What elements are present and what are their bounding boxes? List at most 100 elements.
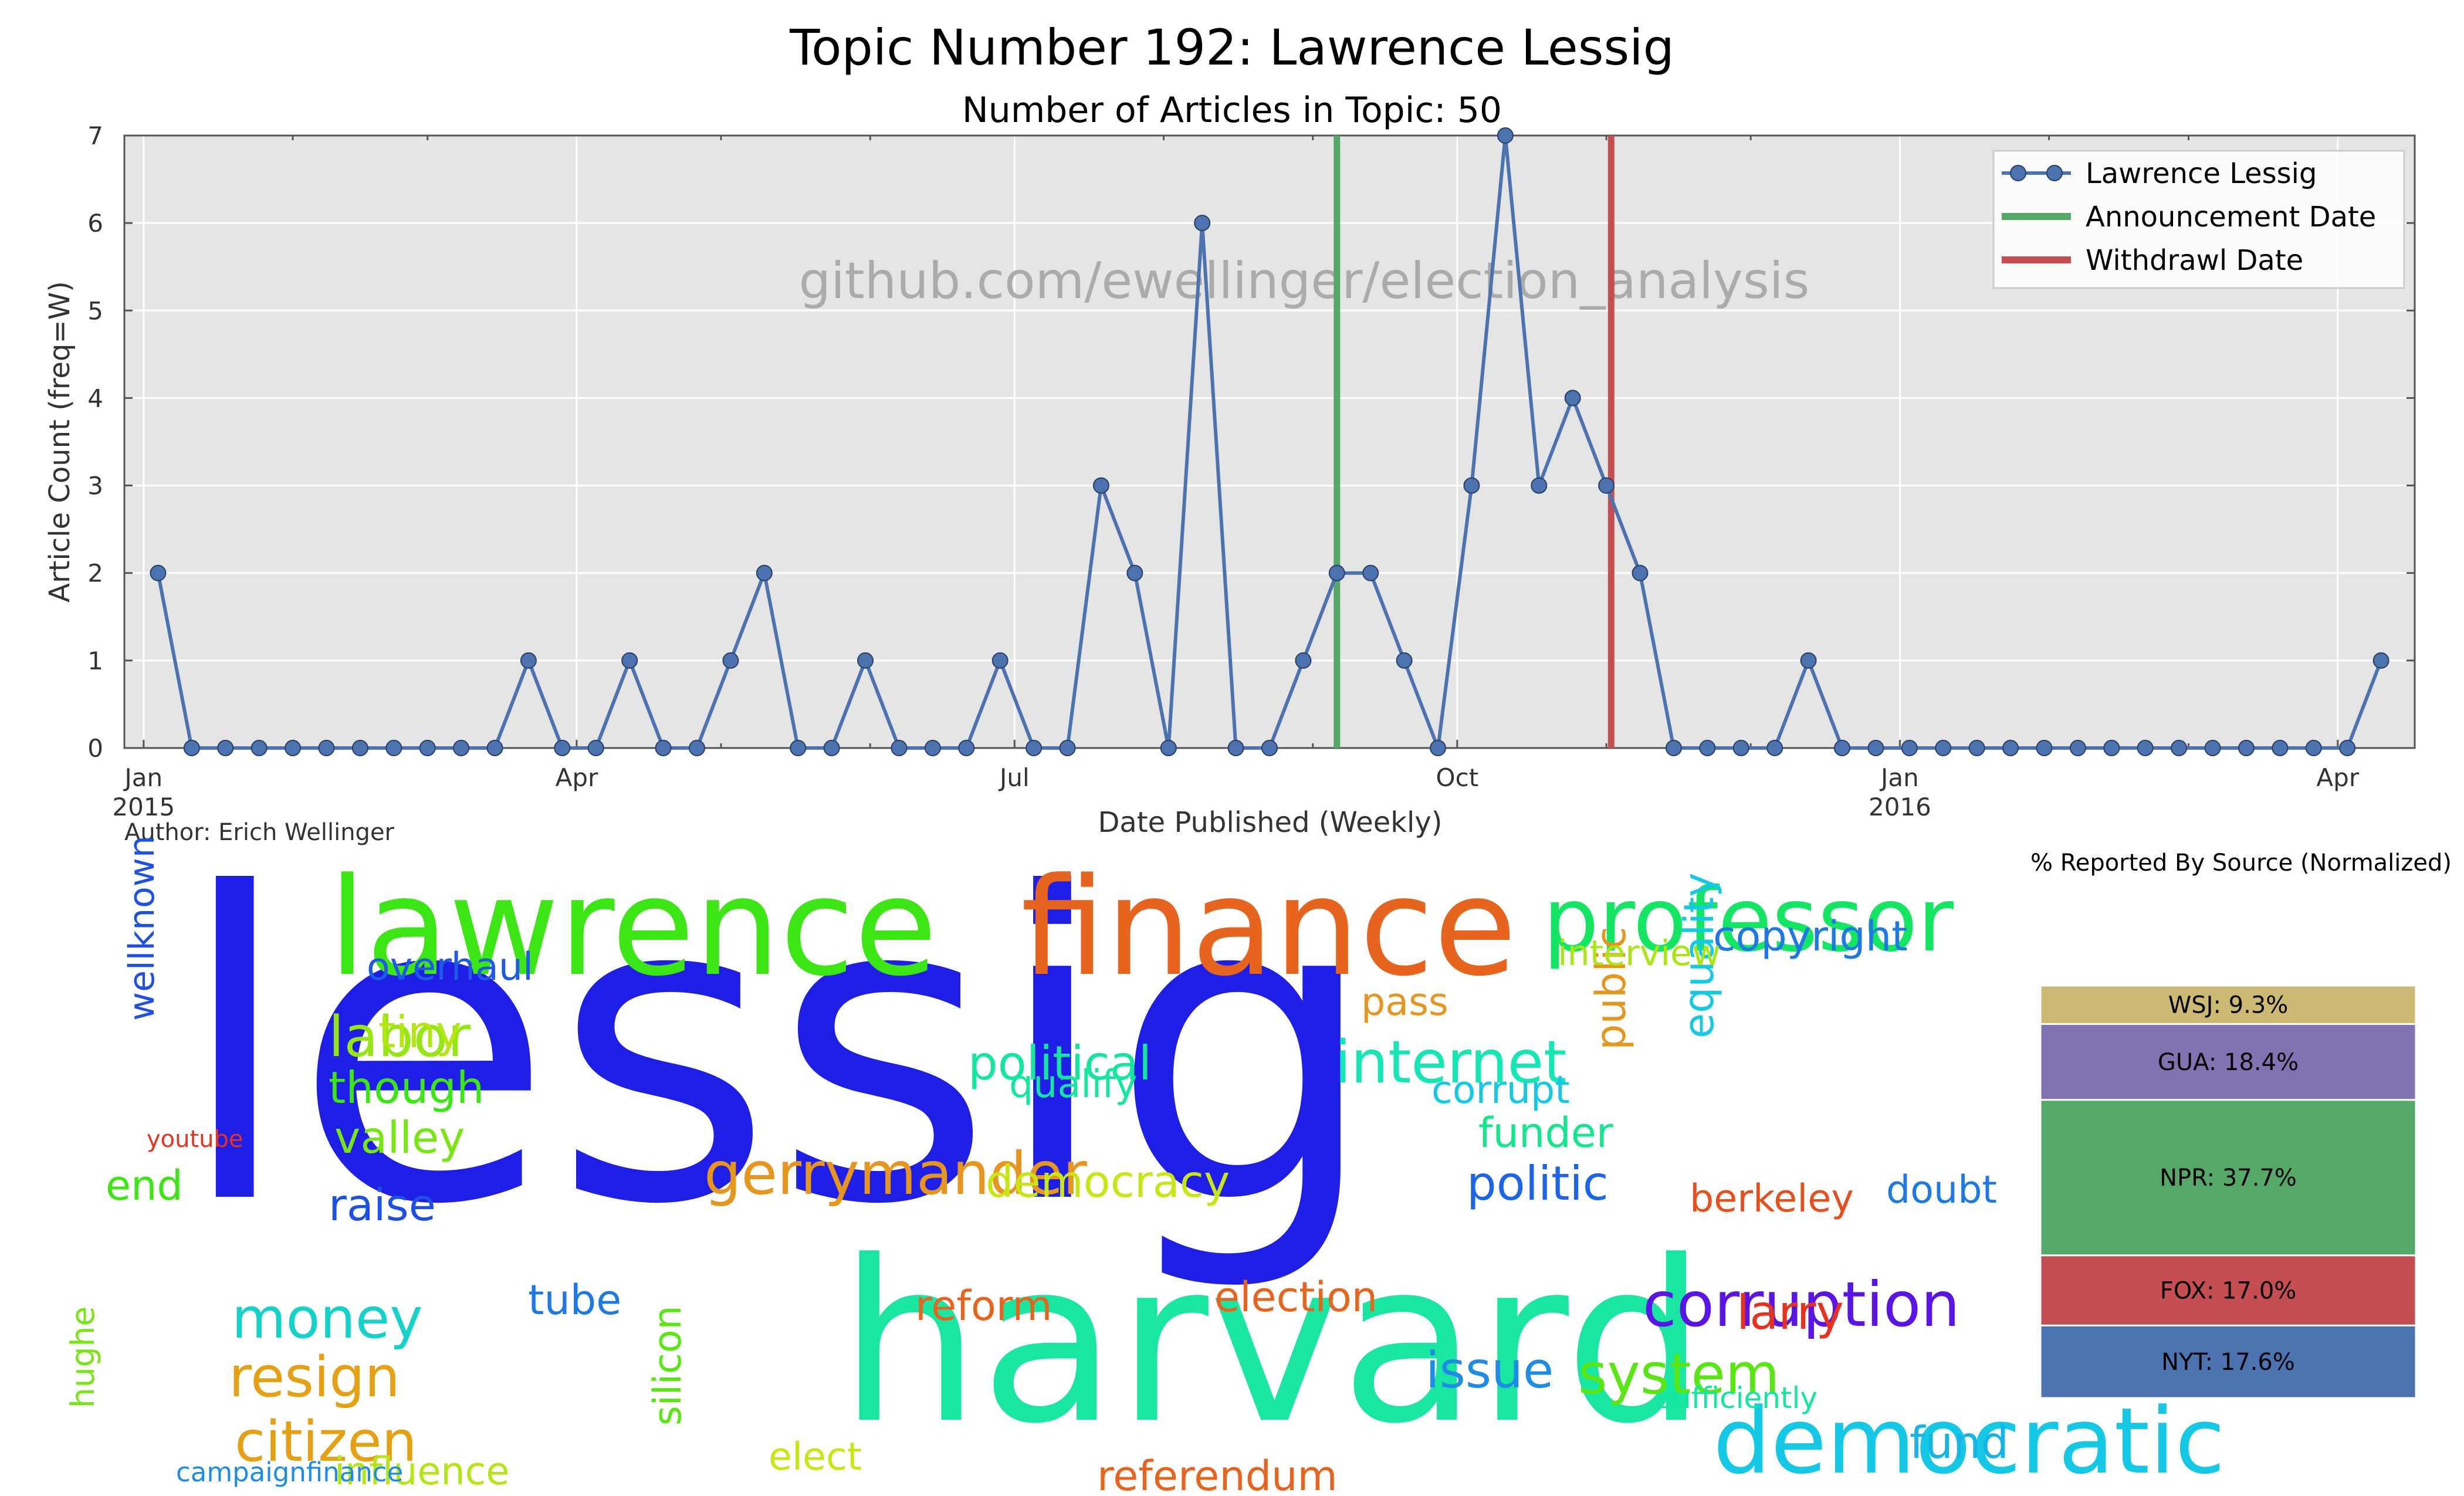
data-point (2069, 740, 2086, 756)
source-bar-label: NPR: 37.7% (2160, 1165, 2297, 1192)
data-point (1901, 740, 1918, 756)
y-tick-label: 6 (87, 209, 103, 238)
data-point (790, 740, 807, 756)
data-point (2137, 740, 2154, 756)
data-point (1766, 740, 1783, 756)
word-cloud-word: referendum (1097, 1452, 1338, 1496)
source-chart-title: % Reported By Source (Normalized) (2030, 849, 2452, 876)
data-point (958, 740, 975, 756)
figure-subtitle: Number of Articles in Topic: 50 (962, 90, 1502, 131)
word-cloud-word: hughe (64, 1307, 101, 1408)
word-cloud-word: tube (528, 1276, 621, 1324)
data-point (2339, 740, 2356, 756)
figure-title: Topic Number 192: Lawrence Lessig (789, 19, 1674, 76)
data-point (1564, 390, 1581, 407)
legend-label-series: Lawrence Lessig (2086, 157, 2317, 190)
data-point (385, 740, 402, 756)
source-bar-label: GUA: 18.4% (2158, 1049, 2299, 1076)
data-point (486, 740, 503, 756)
y-tick-label: 0 (87, 734, 103, 763)
data-point (1092, 477, 1109, 494)
word-cloud-word: lawrence (329, 849, 937, 1006)
word-cloud-word: internet (1335, 1028, 1566, 1096)
data-point (419, 740, 436, 756)
data-point (217, 740, 234, 756)
word-cloud-word: campaignfinance (176, 1457, 403, 1488)
y-tick-label: 2 (87, 559, 103, 588)
author-credit: Author: Erich Wellinger (124, 819, 395, 846)
event-lines (1333, 136, 1615, 748)
data-point (285, 740, 302, 756)
word-cloud-word: sufficiently (1657, 1381, 1817, 1415)
watermark: github.com/ewellinger/election_analysis (799, 252, 1810, 310)
data-point (891, 740, 908, 756)
word-cloud-background (59, 851, 2018, 1490)
y-tick-label: 5 (87, 296, 103, 325)
data-point (857, 652, 874, 669)
word-cloud-word: democratic (1713, 1388, 2225, 1494)
word-cloud-word: finance (1021, 849, 1517, 1006)
legend-label-withdrawl: Withdrawl Date (2086, 244, 2303, 277)
data-point (1968, 740, 1985, 756)
word-cloud-word: public (1587, 926, 1635, 1050)
data-point (1160, 740, 1177, 756)
data-point (2305, 740, 2322, 756)
word-cloud-word: politic (1467, 1156, 1609, 1211)
word-cloud-word: valley (334, 1112, 465, 1163)
data-point (1497, 127, 1514, 144)
word-cloud-word: harvard (839, 1213, 1706, 1473)
y-axis-label: Article Count (freq=W) (43, 281, 76, 603)
word-cloud-word: reform (915, 1282, 1052, 1330)
source-bar-label: NYT: 17.6% (2161, 1349, 2295, 1376)
word-cloud-word: raise (329, 1179, 436, 1231)
source-bar-label: WSJ: 9.3% (2168, 992, 2289, 1019)
word-cloud-word: berkeley (1690, 1177, 1854, 1221)
word-cloud-word: fund (1910, 1417, 2009, 1468)
source-bar-gua (2039, 1023, 2417, 1101)
data-point (1665, 740, 1682, 756)
legend: Lawrence Lessig Announcement Date Withdr… (1992, 150, 2405, 289)
x-tick-sublabel: 2016 (1869, 793, 1931, 821)
data-point (2204, 740, 2221, 756)
data-point (1531, 477, 1548, 494)
data-point (2002, 740, 2019, 756)
data-point (1867, 740, 1884, 756)
data-point (1059, 740, 1076, 756)
x-tick-label: Apr (2316, 763, 2359, 792)
source-bar-fox (2039, 1254, 2417, 1326)
data-point (2103, 740, 2120, 756)
data-point (1295, 652, 1312, 669)
word-cloud-word: democracy (986, 1156, 1230, 1207)
data-point (2372, 652, 2389, 669)
word-cloud-word: system (1578, 1342, 1779, 1407)
word-cloud-word: silicon (646, 1305, 690, 1426)
word-cloud-word: end (106, 1162, 183, 1210)
source-bar-wsj (2039, 984, 2417, 1025)
x-tick-label: Apr (556, 763, 598, 792)
word-cloud-word: though (329, 1062, 485, 1113)
data-point (1362, 564, 1379, 581)
data-point (183, 740, 200, 756)
word-cloud-word: elect (769, 1435, 862, 1479)
data-point (621, 652, 638, 669)
data-point (1328, 564, 1345, 581)
data-point (756, 564, 773, 581)
series-lawrence-lessig (150, 127, 2389, 756)
data-point (2272, 740, 2289, 756)
data-point (1430, 740, 1447, 756)
data-point (1935, 740, 1952, 756)
data-point (823, 740, 840, 756)
data-point (1732, 740, 1749, 756)
word-cloud-word: gerrymander (704, 1139, 1088, 1208)
data-point (1800, 652, 1817, 669)
data-point (991, 652, 1008, 669)
line-chart: github.com/ewellinger/election_analysis … (43, 121, 2416, 839)
word-cloud-word: wellknown (121, 835, 163, 1021)
x-tick-label: Jul (998, 763, 1030, 792)
data-point (520, 652, 537, 669)
word-cloud-word: citizen (235, 1410, 417, 1474)
word-cloud-word: labor (329, 1005, 471, 1069)
data-point (689, 740, 705, 756)
word-cloud-word: equality (1675, 872, 1723, 1038)
